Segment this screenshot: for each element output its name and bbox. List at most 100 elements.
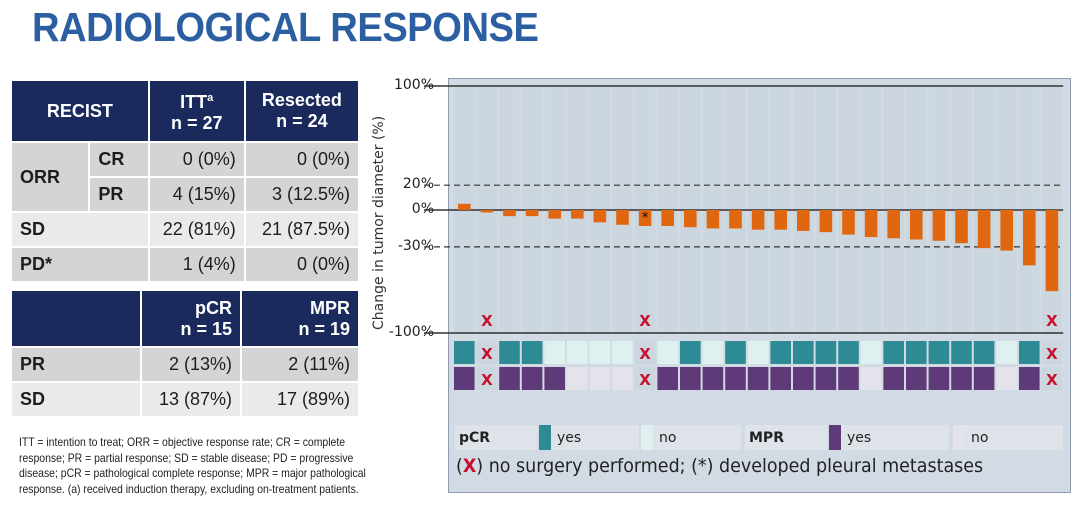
bar [571,210,584,219]
cell-pd-itt: 1 (4%) [149,248,244,281]
bar [774,210,787,230]
no-surgery-marker: X [639,345,651,363]
bar [458,203,471,210]
cell-sd-resected: 21 (87.5%) [245,213,358,246]
row-label-pr: PR [12,348,140,381]
mpr-cell [1041,367,1063,390]
no-surgery-marker: X [481,371,493,389]
mpr-cell-yes [657,367,678,390]
mpr-cell-yes [951,367,972,390]
mpr-cell-yes [1019,367,1040,390]
bar [819,210,833,233]
pcr-cell-yes [928,341,950,364]
pleural-metastases-marker: * [642,210,649,226]
mpr-cell-no [860,367,882,390]
pcr-cell-no [589,341,611,364]
bar [525,210,539,217]
mpr-no-swatch [953,425,965,450]
pcr-cell-no [860,341,882,364]
cell-sd-pcr: 13 (87%) [142,383,240,416]
bar [887,210,900,239]
pcr-cell-yes [883,341,904,364]
bar [684,210,697,228]
y-tick-label: 100% [393,77,434,93]
mpr-cell-yes [793,367,814,390]
mpr-cell-yes [747,367,769,390]
mpr-cell-yes [702,367,724,390]
legend-mpr-yes: yes [829,425,949,450]
mpr-cell-no [589,367,611,390]
bar [503,210,516,217]
cell-pr-mpr: 2 (11%) [242,348,358,381]
pcr-cell-yes [815,341,837,364]
pcr-cell-yes [973,341,995,364]
mpr-cell [476,367,498,390]
bar [480,210,494,213]
bar [1045,210,1059,292]
pathology-table: pCR n = 15 MPR n = 19 PR 2 (13%) 2 (11%)… [10,289,360,418]
y-tick-label: 20% [402,176,434,193]
mpr-cell-yes [973,367,995,390]
pcr-cell-yes [521,341,543,364]
bar [910,210,923,240]
bar [797,210,810,231]
pcr-cell-no [996,341,1017,364]
pcr-cell [476,341,498,364]
row-label-pr: PR [90,178,148,211]
no-surgery-marker: X [639,371,651,389]
pcr-cell-no [567,341,588,364]
header-resected: Resected n = 24 [245,81,358,141]
cell-sd-itt: 22 (81%) [149,213,244,246]
bar [977,210,991,249]
no-surgery-marker: X [639,312,651,330]
pcr-cell-no [612,341,633,364]
header-blank [12,291,140,346]
cell-sd-mpr: 17 (89%) [242,383,358,416]
bar [751,210,765,230]
pcr-no-swatch [641,425,653,450]
mpr-yes-swatch [829,425,841,450]
bar [932,210,946,241]
pcr-cell-no [747,341,769,364]
pcr-cell-no [702,341,724,364]
mpr-cell-yes [521,367,543,390]
header-itt: ITTa n = 27 [149,81,244,141]
bar [616,210,629,225]
bar [661,210,674,226]
pcr-cell-yes [1019,341,1040,364]
cell-pr-itt: 4 (15%) [149,178,244,211]
header-pcr: pCR n = 15 [142,291,240,346]
cell-cr-itt: 0 (0%) [149,143,244,176]
row-label-pd: PD* [12,248,148,281]
y-tick-label: -100% [388,324,434,340]
mpr-cell-yes [725,367,746,390]
row-group-orr: ORR [12,143,89,211]
bar [593,210,607,223]
pcr-cell-yes [793,341,814,364]
bar [1000,210,1013,251]
bar [638,210,652,226]
mpr-cell-no [612,367,633,390]
y-tick-label: -30% [397,237,434,254]
pcr-cell-yes [680,341,701,364]
mpr-cell-yes [499,367,520,390]
pcr-cell-yes [951,341,972,364]
legend-pcr-label: pCR [455,425,537,450]
mpr-cell-yes [680,367,701,390]
bar [1023,210,1036,266]
bar [548,210,561,219]
pcr-cell-yes [770,341,791,364]
legend-mpr-no: no [953,425,1063,450]
pcr-cell-yes [838,341,859,364]
mpr-cell-no [996,367,1017,390]
pcr-cell-yes [725,341,746,364]
header-mpr: MPR n = 19 [242,291,358,346]
mpr-cell-yes [544,367,565,390]
footnote: ITT = intention to treat; ORR = objectiv… [19,436,366,496]
header-recist: RECIST [12,81,148,141]
pcr-cell-yes [499,341,520,364]
legend-pcr-yes: yes [539,425,639,450]
legend-note: (X) no surgery performed; (*) developed … [456,455,984,477]
no-surgery-marker: X [481,312,493,330]
